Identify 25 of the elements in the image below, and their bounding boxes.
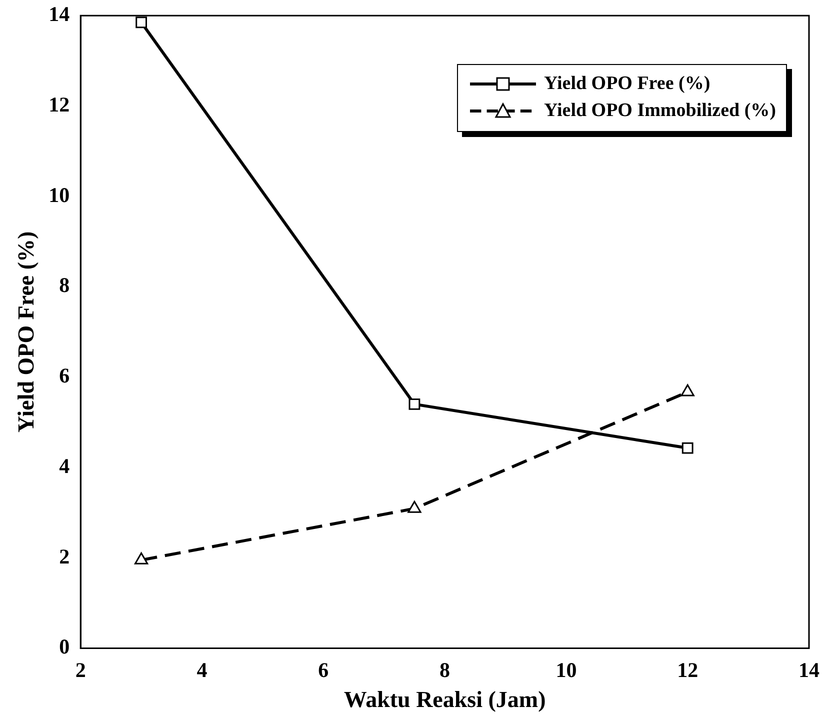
point: [134, 552, 148, 564]
y-tick-label: 12: [48, 92, 70, 116]
x-tick-label: 6: [318, 658, 329, 682]
x-tick-label: 8: [440, 658, 450, 682]
x-axis-title: Waktu Reaksi (Jam): [344, 687, 546, 712]
y-tick-label: 10: [48, 182, 70, 207]
y-tick-label: 0: [59, 634, 70, 659]
legend-label: Yield OPO Immobilized (%): [544, 100, 776, 122]
y-tick-label: 4: [59, 454, 70, 478]
y-axis-title: Yield OPO Free (%): [14, 231, 39, 432]
x-tick-label: 12: [677, 658, 698, 682]
y-tick-label: 2: [59, 544, 70, 568]
x-tick-label: 10: [556, 658, 577, 682]
legend-label: Yield OPO Free (%): [544, 73, 710, 96]
point: [408, 398, 420, 410]
y-tick-label: 8: [59, 273, 70, 298]
x-tick-label: 2: [75, 658, 86, 682]
point: [136, 16, 147, 28]
point: [408, 500, 422, 513]
y-tick-label: 14: [48, 2, 70, 26]
point: [680, 384, 694, 396]
y-tick-label: 6: [59, 364, 70, 388]
x-tick-label: 4: [196, 658, 208, 682]
x-tick-label: 14: [798, 658, 820, 682]
point: [682, 442, 694, 454]
